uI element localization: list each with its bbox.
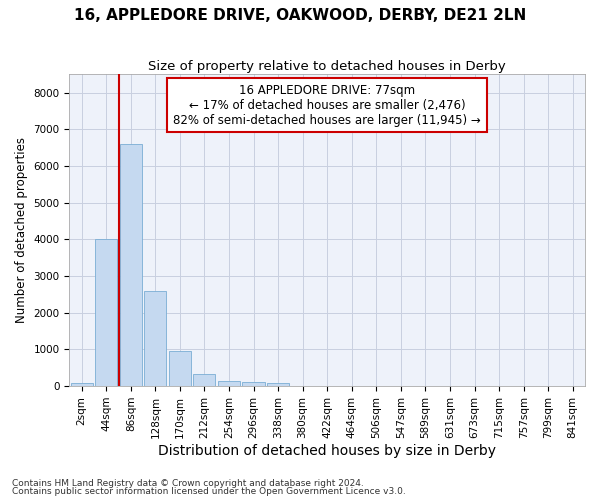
Bar xyxy=(71,384,93,386)
Bar xyxy=(144,290,166,386)
Bar xyxy=(193,374,215,386)
Bar xyxy=(169,351,191,386)
Text: 16, APPLEDORE DRIVE, OAKWOOD, DERBY, DE21 2LN: 16, APPLEDORE DRIVE, OAKWOOD, DERBY, DE2… xyxy=(74,8,526,22)
Bar xyxy=(120,144,142,386)
Bar xyxy=(242,382,265,386)
Y-axis label: Number of detached properties: Number of detached properties xyxy=(15,137,28,323)
Bar xyxy=(95,240,117,386)
Title: Size of property relative to detached houses in Derby: Size of property relative to detached ho… xyxy=(148,60,506,73)
Bar xyxy=(218,380,240,386)
Text: Contains public sector information licensed under the Open Government Licence v3: Contains public sector information licen… xyxy=(12,487,406,496)
Text: Contains HM Land Registry data © Crown copyright and database right 2024.: Contains HM Land Registry data © Crown c… xyxy=(12,478,364,488)
Bar xyxy=(267,384,289,386)
Text: 16 APPLEDORE DRIVE: 77sqm
← 17% of detached houses are smaller (2,476)
82% of se: 16 APPLEDORE DRIVE: 77sqm ← 17% of detac… xyxy=(173,84,481,126)
X-axis label: Distribution of detached houses by size in Derby: Distribution of detached houses by size … xyxy=(158,444,496,458)
